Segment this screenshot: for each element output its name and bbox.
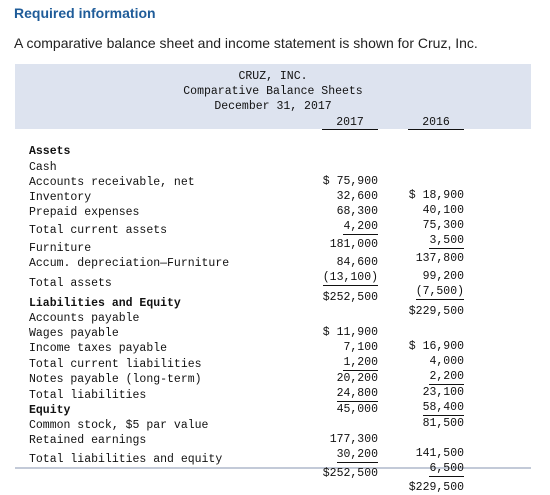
row-label: Total assets [29, 277, 112, 290]
row-wages-payable: Wages payable 7,100 4,000 [0, 313, 550, 368]
row-total-assets: Total assets $252,500 $229,500 [0, 263, 550, 318]
statement-date: December 31, 2017 [214, 100, 332, 113]
row-total-liabilities: Total liabilities 45,000 81,500 [0, 375, 550, 430]
row-furniture: Furniture 84,600 99,200 [0, 228, 550, 283]
row-accounts-receivable: Accounts receivable, net 32,600 40,100 [0, 162, 550, 217]
value-2016: 6,500 [429, 462, 464, 477]
required-information-heading: Required information [14, 5, 156, 21]
row-label: Accounts receivable, net [29, 176, 195, 189]
row-assets-heading: Assets [0, 131, 550, 158]
row-liabilities-equity-heading: Liabilities and Equity [0, 283, 550, 310]
row-label: Accum. depreciation—Furniture [29, 257, 230, 270]
value-2017: $ 11,900 [322, 326, 378, 339]
row-label: Notes payable (long-term) [29, 373, 202, 386]
row-accounts-payable: Accounts payable $ 11,900 $ 16,900 [0, 298, 550, 353]
row-label: Total liabilities and equity [29, 453, 223, 466]
value-2017: 68,300 [336, 205, 378, 218]
row-label: Equity [29, 404, 71, 417]
row-cash: Cash $ 75,900 $ 18,900 [0, 147, 550, 202]
row-total-liabilities-and-equity: Total liabilities and equity $252,500 $2… [0, 439, 550, 494]
value-2016: 99,200 [422, 270, 464, 283]
row-label: Common stock, $5 par value [29, 419, 209, 432]
value-2017: 32,600 [336, 190, 378, 203]
balance-sheet-table [15, 129, 531, 467]
value-2017: $252,500 [322, 291, 378, 304]
value-2017: 20,200 [336, 372, 378, 385]
row-label: Assets [29, 145, 71, 158]
row-label: Liabilities and Equity [29, 297, 181, 310]
intro-text: A comparative balance sheet and income s… [14, 35, 478, 51]
row-label: Furniture [29, 242, 92, 255]
row-common-stock: Common stock, $5 par value 177,300 141,5… [0, 405, 550, 460]
value-2016: 3,500 [429, 234, 464, 249]
value-2016: (7,500) [415, 285, 464, 300]
value-2017: 177,300 [329, 433, 378, 446]
row-accum-depreciation: Accum. depreciation—Furniture (13,100) (… [0, 243, 550, 300]
value-2016: 75,300 [422, 219, 464, 232]
value-2016: 4,000 [429, 355, 464, 368]
value-2017: 4,200 [343, 220, 378, 235]
value-2017: $ 75,900 [322, 175, 378, 188]
row-label: Total liabilities [29, 389, 147, 402]
value-2017: 30,200 [336, 448, 378, 463]
row-income-taxes-payable: Income taxes payable 1,200 2,200 [0, 328, 550, 385]
value-2016: $229,500 [408, 305, 464, 318]
value-2017: (13,100) [322, 271, 378, 286]
company-name: CRUZ, INC. [238, 70, 308, 83]
value-2017: 84,600 [336, 256, 378, 269]
row-total-current-liabilities: Total current liabilities 20,200 23,100 [0, 344, 550, 399]
value-2017: 181,000 [329, 238, 378, 251]
value-2017: 1,200 [343, 356, 378, 371]
row-label: Total current assets [29, 224, 168, 237]
row-equity-heading: Equity [0, 390, 550, 417]
row-label: Total current liabilities [29, 358, 202, 371]
value-2016: 40,100 [422, 204, 464, 217]
row-label: Prepaid expenses [29, 206, 140, 219]
value-2017: $252,500 [322, 467, 378, 480]
row-prepaid-expenses: Prepaid expenses 4,200 3,500 [0, 192, 550, 249]
row-retained-earnings: Retained earnings 30,200 6,500 [0, 420, 550, 477]
row-label: Cash [29, 161, 57, 174]
row-notes-payable: Notes payable (long-term) 24,800 58,400 [0, 359, 550, 416]
value-2017: 24,800 [336, 387, 378, 402]
value-2016: $ 18,900 [408, 189, 464, 202]
row-label: Retained earnings [29, 434, 147, 447]
value-2016: 23,100 [422, 386, 464, 399]
column-header-2016: 2016 [408, 116, 464, 130]
value-2016: 141,500 [415, 447, 464, 460]
row-label: Wages payable [29, 327, 119, 340]
value-2016: 58,400 [422, 401, 464, 416]
value-2016: 2,200 [429, 370, 464, 385]
row-inventory: Inventory 68,300 75,300 [0, 177, 550, 232]
value-2016: 137,800 [415, 252, 464, 265]
value-2016: 81,500 [422, 417, 464, 430]
row-label: Income taxes payable [29, 342, 168, 355]
row-label: Inventory [29, 191, 92, 204]
value-2017: 7,100 [343, 341, 378, 354]
value-2016: $229,500 [408, 481, 464, 494]
statement-title: Comparative Balance Sheets [183, 85, 363, 98]
row-label: Accounts payable [29, 312, 140, 325]
column-header-2017: 2017 [322, 116, 378, 130]
value-2016: $ 16,900 [408, 340, 464, 353]
row-total-current-assets: Total current assets 181,000 137,800 [0, 210, 550, 265]
value-2017: 45,000 [336, 403, 378, 416]
panel-bottom-border [15, 467, 531, 469]
